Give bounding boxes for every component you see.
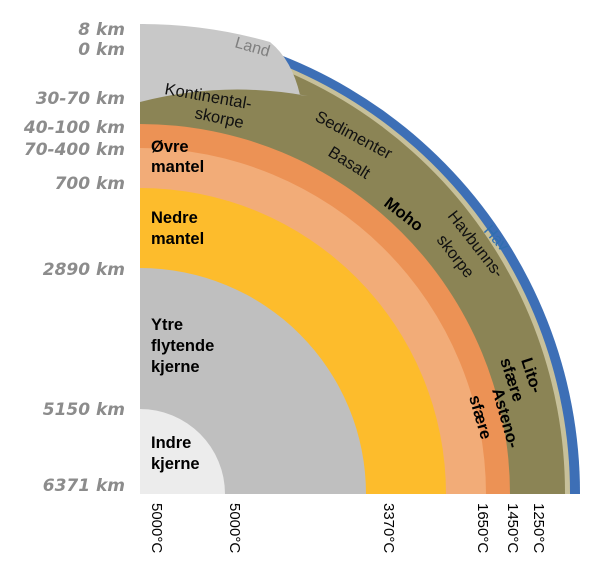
temperature-label: 5000°C <box>226 503 243 553</box>
depth-label-5150km: 5150 km <box>43 400 125 420</box>
temperature-label: 3370°C <box>380 503 397 553</box>
temperature-label: 1650°C <box>474 503 491 553</box>
depth-axis: 8 km 0 km 30-70 km 40-100 km 70-400 km 7… <box>23 20 125 496</box>
outer-core-label-line2: flytende <box>151 337 214 355</box>
depth-label-0km: 0 km <box>78 40 125 60</box>
depth-label-700km: 700 km <box>55 174 125 194</box>
depth-label-40-100km: 40-100 km <box>23 118 125 138</box>
outer-core-label-line3: kjerne <box>151 358 200 376</box>
earth-layers <box>140 23 581 494</box>
inner-core-label-line2: kjerne <box>151 455 200 473</box>
depth-label-8km: 8 km <box>78 20 125 40</box>
depth-label-30-70km: 30-70 km <box>36 89 125 109</box>
continental-crust <box>140 23 308 102</box>
upper-mantle-label-line1: Øvre <box>151 138 189 156</box>
inner-core-label-line1: Indre <box>151 434 191 452</box>
temperature-label: 1450°C <box>504 503 521 553</box>
temperature-axis: 5000°C 5000°C 3370°C 1650°C 1450°C 1250°… <box>148 503 547 553</box>
temperature-label: 1250°C <box>530 503 547 553</box>
depth-label-2890km: 2890 km <box>43 260 125 280</box>
inner-core-layer <box>140 409 225 494</box>
outer-core-label-line1: Ytre <box>151 316 183 334</box>
temperature-label: 5000°C <box>148 503 165 553</box>
depth-label-70-400km: 70-400 km <box>24 140 125 160</box>
layer-labels: Øvre mantel Nedre mantel Ytre flytende k… <box>151 138 214 473</box>
upper-mantle-label-line2: mantel <box>151 158 204 176</box>
lower-mantle-label-line2: mantel <box>151 230 204 248</box>
depth-label-6371km: 6371 km <box>43 476 125 496</box>
lower-mantle-label-line1: Nedre <box>151 209 198 227</box>
